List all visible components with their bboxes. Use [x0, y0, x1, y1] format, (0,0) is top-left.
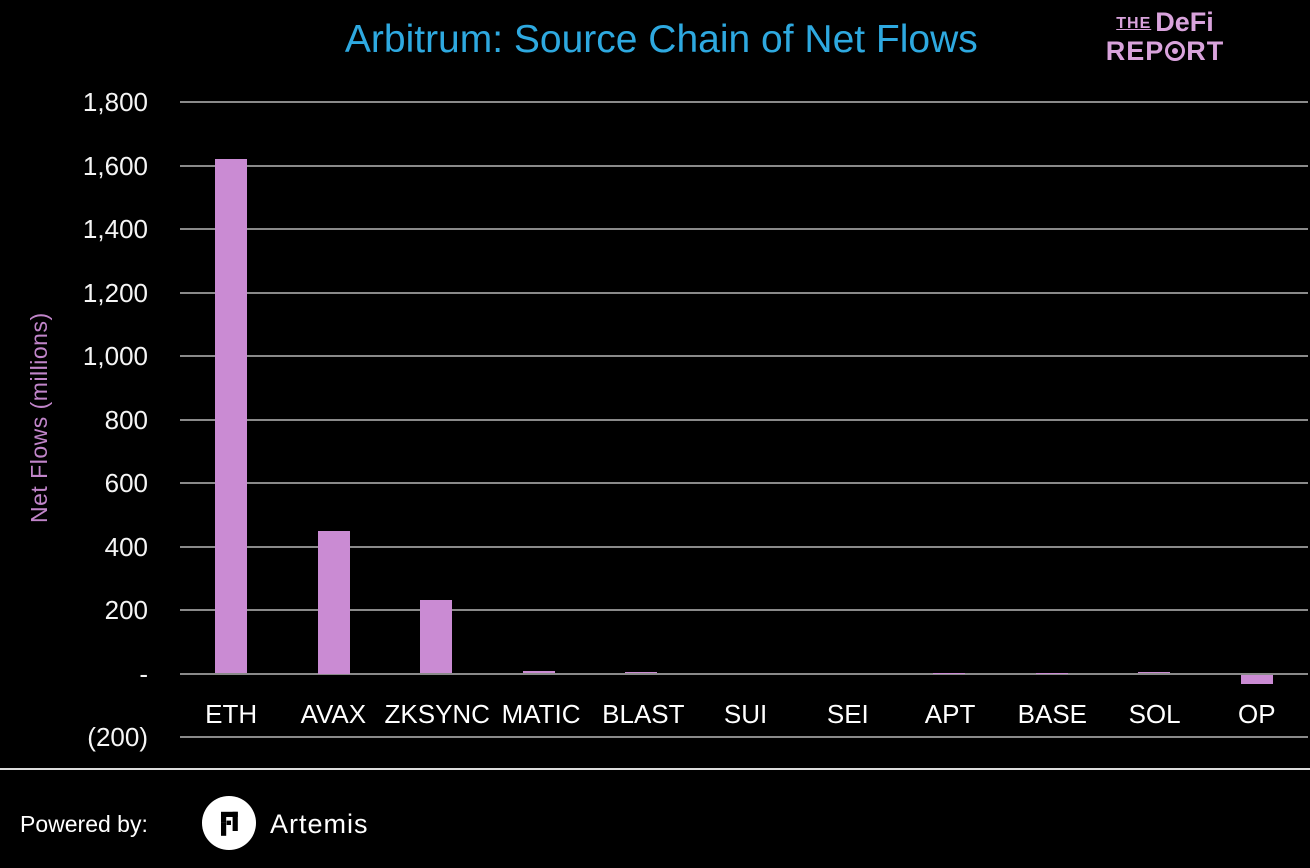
- y-tick-label: 1,400: [82, 214, 148, 244]
- x-axis-label-blast: BLAST: [602, 699, 685, 729]
- gridline: [180, 355, 1308, 357]
- y-tick-label: -: [139, 658, 148, 689]
- artemis-brand-name: Artemis: [270, 809, 369, 839]
- gridline: [180, 418, 1308, 421]
- x-axis-label-eth: ETH: [205, 699, 258, 729]
- plot-area: [180, 101, 1308, 738]
- bar-sol: [1138, 671, 1171, 674]
- bullseye-o-icon: [1165, 41, 1186, 62]
- x-axis-label-op: OP: [1238, 699, 1276, 729]
- y-axis-tick-labels: 1,800 1,600 1,400 1,200 1,000 800 600 400 200 - (2…: [0, 0, 148, 780]
- logo-defi-text: DeFi: [1155, 7, 1214, 37]
- x-axis-label-avax: AVAX: [300, 699, 367, 729]
- bar-blast: [625, 672, 658, 674]
- footer: Powered by: Artemis: [0, 780, 1310, 868]
- artemis-logo-icon: [202, 796, 256, 850]
- bar-matic: [522, 670, 555, 674]
- logo-line-the-defi: THE DeFi: [1090, 8, 1240, 36]
- bar-avax: [317, 530, 350, 674]
- y-tick-label: 1,200: [82, 277, 148, 308]
- x-axis-label-zksync: ZKSYNC: [384, 699, 490, 729]
- gridline: [180, 736, 1308, 738]
- gridline: [180, 545, 1308, 548]
- x-axis-label-apt: APT: [924, 699, 976, 729]
- gridline: [180, 672, 1308, 675]
- bar-apt: [933, 672, 966, 674]
- logo-rt-text: RT: [1186, 36, 1225, 67]
- y-tick-label: 1,800: [82, 87, 148, 117]
- x-axis-label-sol: SOL: [1128, 699, 1181, 729]
- logo-report-wordmark: REP RT: [1090, 37, 1240, 65]
- y-tick-label: 1,600: [82, 150, 148, 181]
- x-axis-labels: ETH AVAX ZKSYNC MATIC BLAST SUI SEI APT BASE SOL O…: [180, 698, 1308, 730]
- defi-report-logo: THE DeFi REP RT: [1090, 8, 1240, 66]
- x-axis-label-base: BASE: [1017, 699, 1088, 729]
- artemis-pixel-a-glyph: [221, 811, 238, 836]
- gridline: [180, 291, 1308, 294]
- gridline: [180, 482, 1308, 484]
- chart-title: Arbitrum: Source Chain of Net Flows: [344, 18, 978, 61]
- bar-op: [1240, 674, 1273, 685]
- x-axis-label-matic: MATIC: [501, 699, 581, 729]
- powered-by-label: Powered by:: [20, 811, 148, 837]
- gridline: [180, 164, 1308, 167]
- gridline: [180, 101, 1308, 103]
- y-tick-label: 1,000: [82, 341, 148, 371]
- y-tick-label: (200): [87, 722, 148, 752]
- x-axis-label-sui: SUI: [723, 699, 768, 729]
- logo-rep-text: REP: [1105, 36, 1165, 67]
- y-tick-label: 800: [104, 404, 148, 435]
- logo-the-text: THE: [1116, 15, 1152, 32]
- gridline: [180, 609, 1308, 611]
- bar-eth: [215, 159, 248, 674]
- y-tick-label: 200: [104, 595, 148, 625]
- bar-base: [1035, 672, 1068, 674]
- y-tick-label: 400: [104, 531, 148, 562]
- y-tick-label: 600: [104, 468, 148, 498]
- footer-divider: [0, 768, 1310, 770]
- gridline: [180, 228, 1308, 230]
- bar-zksync: [420, 600, 453, 674]
- x-axis-label-sei: SEI: [826, 699, 869, 729]
